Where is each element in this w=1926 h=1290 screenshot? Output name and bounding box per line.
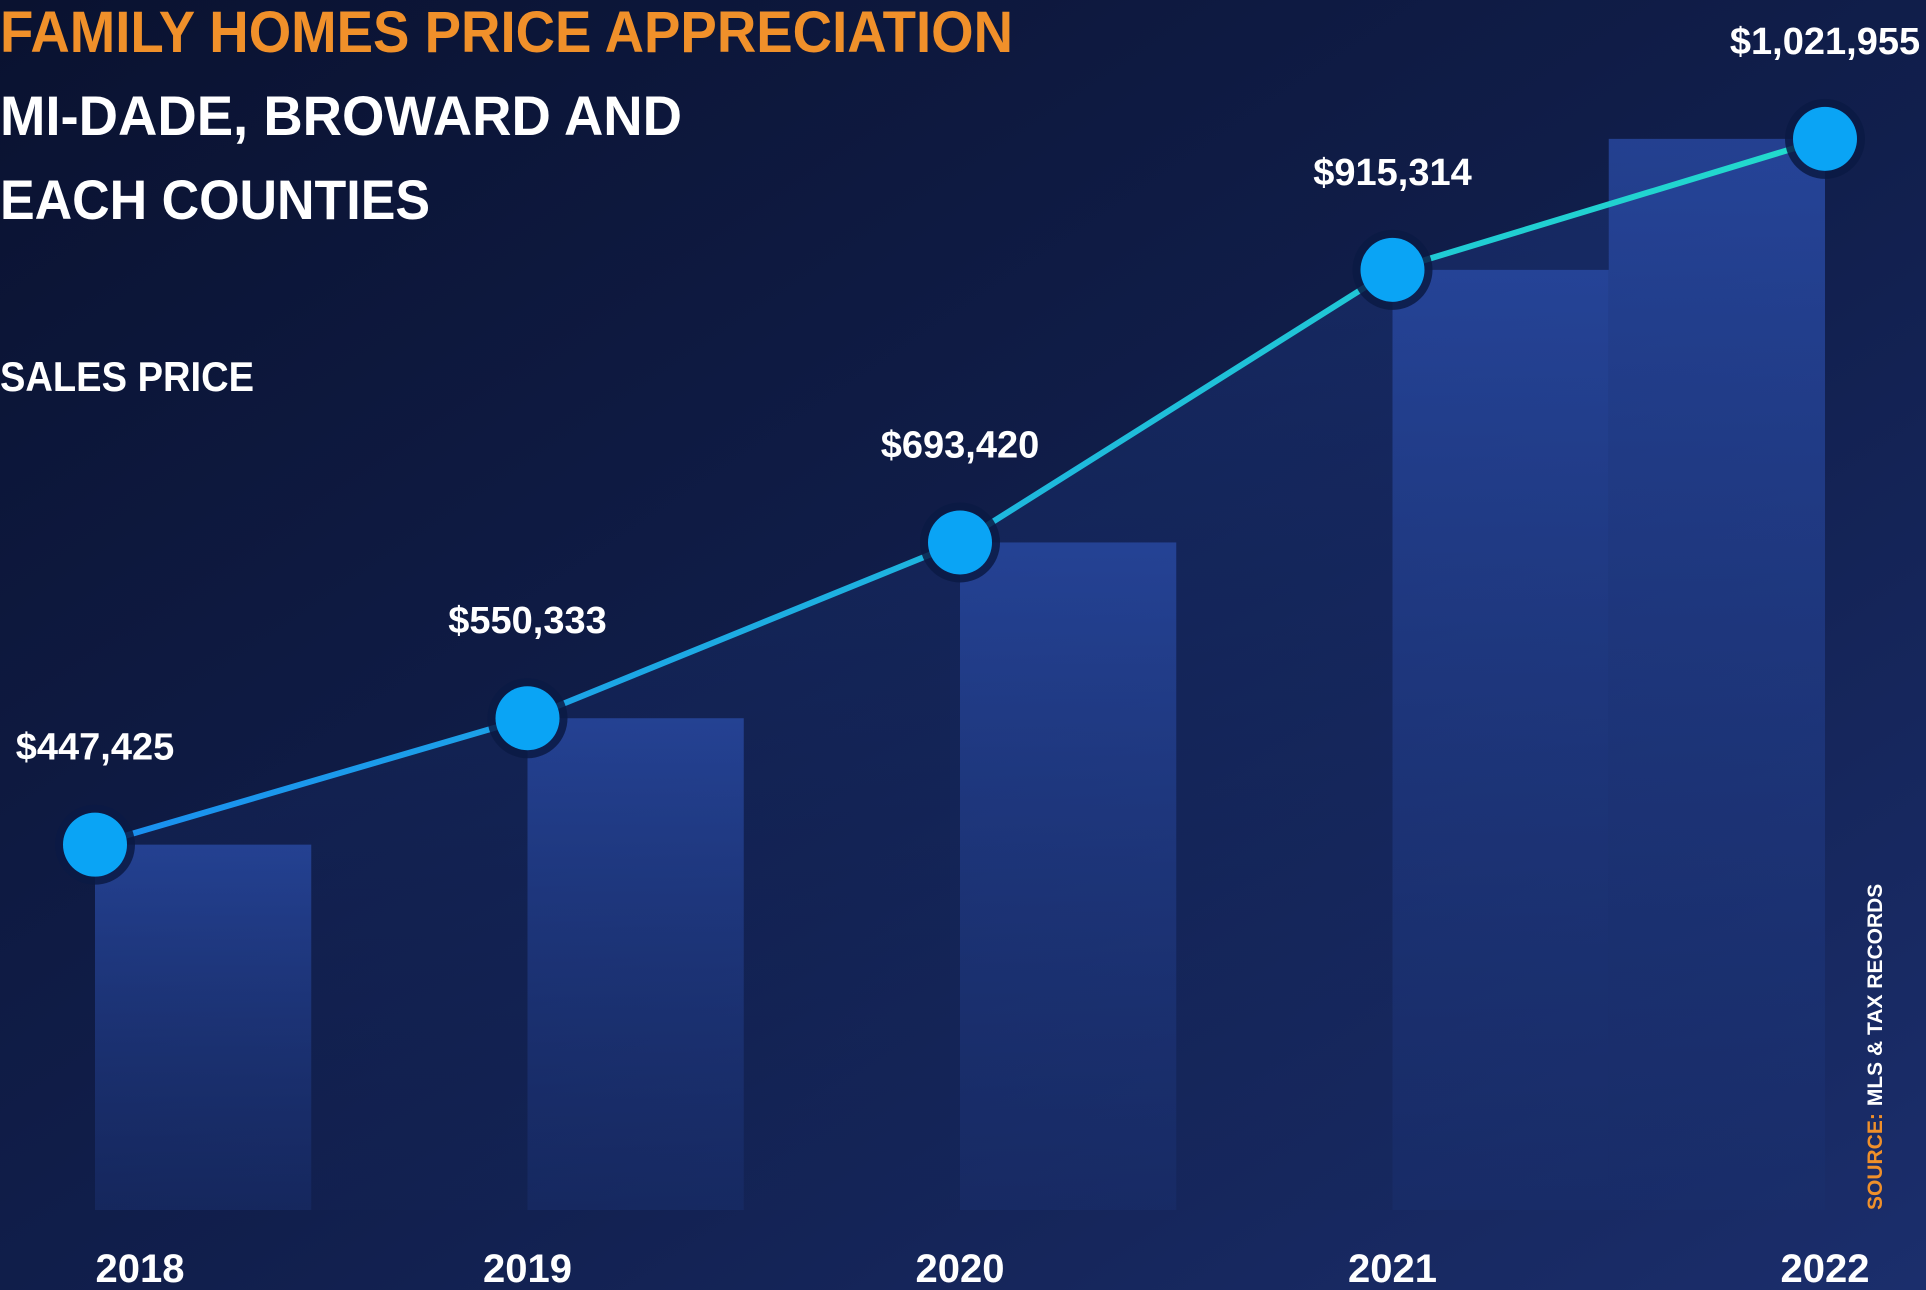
data-label: $693,420 xyxy=(881,424,1040,466)
x-tick-label: 2022 xyxy=(1781,1247,1870,1290)
data-label: $1,021,955 xyxy=(1730,21,1920,63)
column xyxy=(527,718,744,1210)
source-label: SOURCE: xyxy=(1864,1113,1887,1210)
x-tick-label: 2019 xyxy=(483,1247,572,1290)
subtitle: MI-DADE, BROWARD AND xyxy=(0,84,682,147)
data-label: $550,333 xyxy=(448,600,607,642)
column xyxy=(1392,269,1609,1210)
source-text: MLS & TAX RECORDS xyxy=(1864,884,1887,1106)
point xyxy=(928,510,992,575)
data-label: $915,314 xyxy=(1313,152,1472,194)
source: SOURCE: MLS & TAX RECORDS xyxy=(1864,884,1887,1210)
x-tick-label: 2020 xyxy=(916,1247,1005,1290)
column xyxy=(960,542,1177,1210)
x-tick-label: 2021 xyxy=(1348,1247,1437,1290)
column xyxy=(95,844,312,1210)
plot: $447,425 2018 $550,333 2019 $693,420 2020 $915… xyxy=(16,21,1920,1290)
point xyxy=(1793,106,1857,171)
x-tick-label: 2018 xyxy=(96,1247,185,1290)
data-label: $447,425 xyxy=(16,727,175,769)
subtitle: EACH COUNTIES xyxy=(0,168,430,231)
point xyxy=(1360,237,1425,302)
point xyxy=(63,812,127,877)
y-axis-label: SALES PRICE xyxy=(0,353,254,400)
column xyxy=(1608,138,1825,1211)
title: FAMILY HOMES PRICE APPRECIATION xyxy=(0,0,1013,65)
point xyxy=(495,686,560,751)
